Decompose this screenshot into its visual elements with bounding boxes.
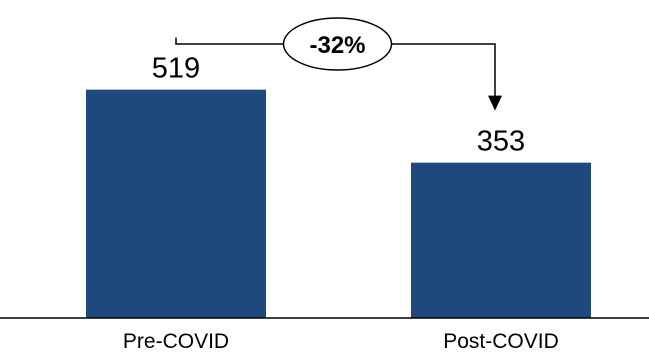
change-annotation: -32% [175, 17, 502, 111]
data-label-pre-covid: 519 [152, 53, 200, 85]
change-arrowhead [488, 95, 502, 111]
data-label-post-covid: 353 [477, 126, 525, 158]
bars-layer [86, 89, 591, 318]
category-label-pre-covid: Pre-COVID [123, 330, 229, 353]
value-labels-layer: 519 353 [152, 53, 525, 158]
category-labels-layer: Pre-COVID Post-COVID [123, 330, 559, 353]
bar-post-covid [411, 162, 591, 318]
bar-pre-covid [86, 89, 266, 318]
category-label-post-covid: Post-COVID [443, 330, 559, 353]
change-percent-ellipse [282, 17, 393, 71]
change-percent-label: -32% [309, 32, 365, 59]
